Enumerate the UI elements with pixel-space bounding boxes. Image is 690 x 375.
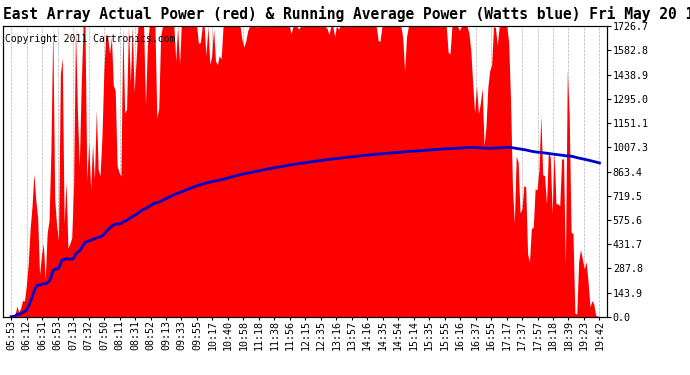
Text: Copyright 2011 Cartronics.com: Copyright 2011 Cartronics.com	[6, 33, 176, 44]
Text: East Array Actual Power (red) & Running Average Power (Watts blue) Fri May 20 19: East Array Actual Power (red) & Running …	[3, 6, 690, 22]
